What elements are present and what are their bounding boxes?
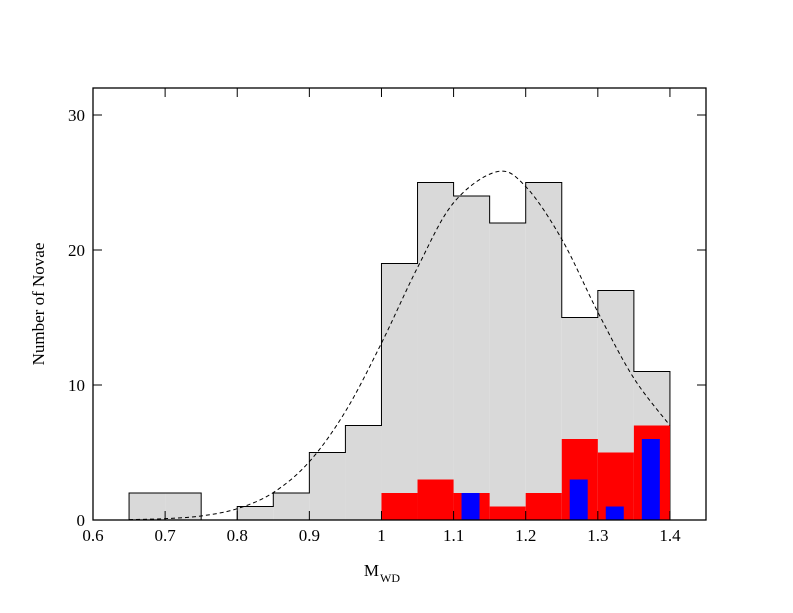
x-axis-label-subscript: WD xyxy=(380,571,400,585)
histogram-bar xyxy=(489,506,526,520)
fit-curve xyxy=(129,170,671,521)
x-tick-label: 1.4 xyxy=(659,526,681,545)
histogram-bar xyxy=(525,182,562,520)
y-axis-label: Number of Novae xyxy=(29,243,48,366)
y-tick-label: 30 xyxy=(68,106,85,125)
plot-frame xyxy=(92,87,707,521)
histogram-bar xyxy=(525,493,562,520)
y-tick-label: 10 xyxy=(68,376,85,395)
bar xyxy=(461,493,480,520)
x-tick-label: 0.8 xyxy=(227,526,248,545)
histogram-bar xyxy=(381,493,418,520)
bar xyxy=(641,439,660,520)
y-tick-label: 0 xyxy=(77,511,86,530)
histogram-bar xyxy=(345,425,382,520)
histogram-bar xyxy=(381,263,418,520)
histogram-bar xyxy=(165,493,202,520)
histogram-bar xyxy=(309,452,346,520)
x-tick-label: 1.3 xyxy=(587,526,608,545)
x-axis-label: M xyxy=(364,561,379,580)
x-tick-label: 1.2 xyxy=(515,526,536,545)
x-tick-label: 0.9 xyxy=(299,526,320,545)
bar xyxy=(569,479,588,520)
x-tick-label: 0.6 xyxy=(82,526,103,545)
histogram-bar xyxy=(417,479,454,520)
histogram-bar xyxy=(273,493,310,520)
histogram-bar xyxy=(453,196,490,520)
histogram-bar xyxy=(237,506,274,520)
histogram-bar xyxy=(489,223,526,520)
y-tick-label: 20 xyxy=(68,241,85,260)
histogram-bar xyxy=(129,493,166,520)
x-tick-label: 0.7 xyxy=(154,526,176,545)
x-tick-label: 1.1 xyxy=(443,526,464,545)
x-tick-label: 1 xyxy=(377,526,386,545)
histogram-bar xyxy=(417,182,454,520)
bar xyxy=(605,506,624,520)
